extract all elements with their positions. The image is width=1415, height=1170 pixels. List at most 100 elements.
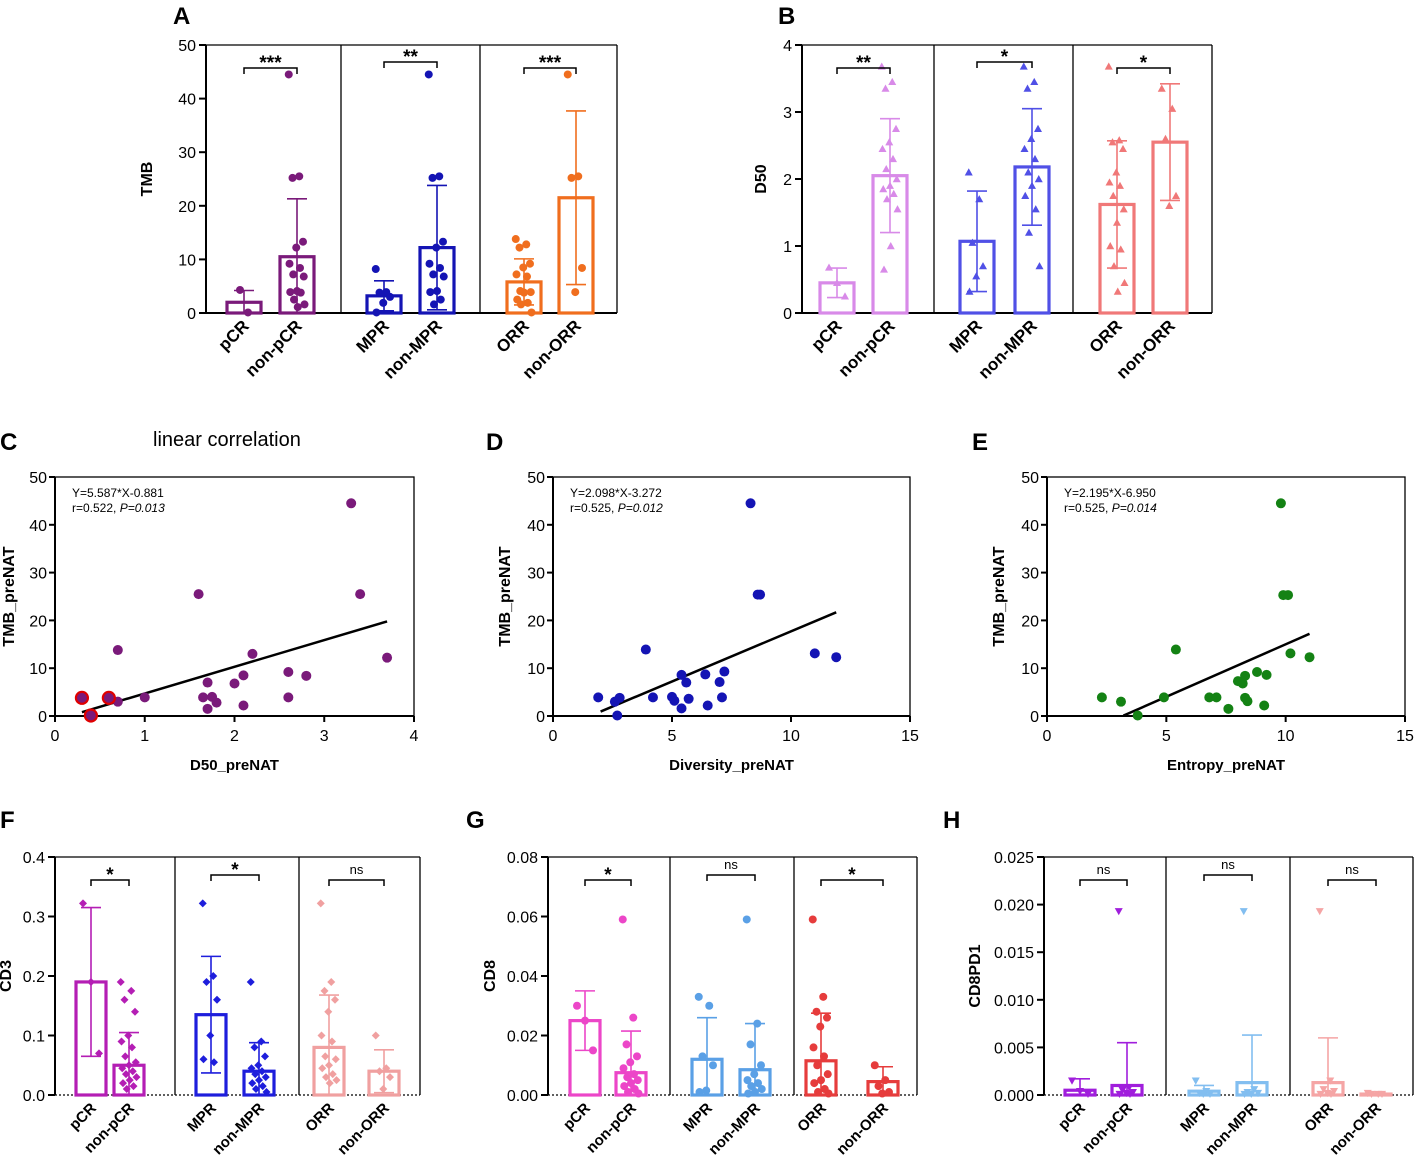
data-point (1114, 908, 1123, 916)
data-point (753, 1019, 762, 1028)
category-label: ORR (1086, 316, 1126, 356)
data-point (1204, 692, 1215, 703)
x-tick-label: 15 (901, 728, 919, 745)
data-point (292, 243, 301, 252)
data-point (386, 292, 394, 301)
data-point (125, 1061, 133, 1070)
data-point (296, 263, 304, 272)
y-tick-label: 20 (527, 613, 545, 630)
data-point (371, 265, 380, 274)
data-point (322, 1073, 330, 1082)
data-point (124, 1031, 133, 1040)
data-point (1254, 1089, 1262, 1098)
data-point (750, 1070, 759, 1079)
data-point (436, 295, 445, 304)
significance-label: * (1001, 47, 1009, 68)
data-point (881, 84, 890, 92)
data-point (1019, 62, 1028, 70)
data-point (751, 1088, 759, 1097)
y-tick-label: 1 (783, 239, 792, 256)
data-point (893, 205, 902, 213)
data-point (823, 1013, 831, 1022)
data-point (1031, 154, 1039, 163)
data-point (879, 185, 888, 193)
category-label: ORR (493, 316, 533, 356)
bar-non-orr: non-ORR (1326, 1089, 1393, 1158)
significance-bracket (210, 874, 260, 881)
data-point (870, 1061, 879, 1070)
data-point (888, 77, 897, 86)
data-point (702, 1086, 711, 1095)
data-point (819, 992, 828, 1001)
panel-label-e: E (972, 429, 988, 456)
data-point (1247, 1090, 1256, 1099)
data-point (757, 1085, 766, 1094)
data-point (574, 172, 583, 181)
data-point (346, 498, 357, 509)
category-label: pCR (1055, 1100, 1089, 1134)
data-point (742, 915, 751, 924)
data-point (1106, 242, 1115, 250)
data-point (238, 700, 249, 711)
y-tick-label: 0.2 (23, 969, 45, 986)
data-point (695, 1088, 704, 1097)
data-point (254, 1061, 263, 1070)
data-point (429, 270, 438, 279)
y-tick-label: 0 (783, 306, 792, 323)
data-point (439, 237, 447, 246)
data-point (252, 1085, 260, 1094)
y-tick-label: 30 (178, 145, 196, 162)
significance-bracket (383, 61, 438, 68)
bar-non-orr: non-ORR (833, 1061, 900, 1158)
bar-non-pcr: non-pCR (242, 70, 316, 381)
data-point (886, 242, 895, 250)
data-point (716, 692, 727, 703)
data-point (1025, 228, 1033, 236)
data-point (1252, 667, 1263, 678)
data-point (325, 1061, 333, 1070)
category-label: non-pCR (835, 316, 899, 380)
bar-pcr: pCR (1055, 1077, 1097, 1134)
data-point (1115, 1090, 1124, 1099)
data-point (79, 899, 87, 908)
bar-rect (1359, 1092, 1393, 1097)
panel-c-title: linear correlation (153, 429, 301, 451)
data-point (1283, 590, 1294, 601)
data-point (813, 1061, 822, 1070)
data-point (1104, 62, 1113, 70)
data-point (1242, 696, 1253, 707)
data-point (112, 645, 123, 656)
bar-rect (958, 239, 996, 315)
panel-h-bar-chart: 0.0000.0050.0100.0150.0200.025CD8PD1pCRn… (967, 850, 1414, 1158)
category-label: MPR (946, 316, 986, 356)
data-point (317, 1031, 326, 1040)
data-point (578, 263, 586, 272)
y-tick-label: 50 (29, 470, 47, 487)
category-label: ORR (794, 1100, 830, 1136)
y-tick-label: 3 (783, 105, 792, 122)
panel-d-scatter: 0 10 20 30 40 50 0 5 10 15 TMB_preNAT Diversity_pre… (497, 470, 919, 774)
r-value: r=0.525, (1064, 501, 1112, 515)
regression-line (600, 611, 837, 713)
category-label: MPR (680, 1100, 716, 1136)
data-point (198, 899, 207, 908)
data-point (293, 303, 302, 312)
y-tick-label: 0.000 (994, 1088, 1034, 1105)
data-point (757, 1061, 765, 1070)
data-point (120, 995, 129, 1004)
data-point (1108, 138, 1117, 146)
y-tick-label: 0.00 (507, 1088, 538, 1105)
x-tick-label: 0 (549, 728, 558, 745)
significance-label: ns (350, 862, 364, 877)
y-tick-label: 0.015 (994, 945, 1034, 962)
data-point (743, 1076, 752, 1085)
data-point (375, 288, 384, 297)
data-point (439, 272, 448, 281)
data-point (371, 1031, 380, 1040)
data-point (1119, 205, 1128, 213)
data-point (296, 288, 305, 297)
